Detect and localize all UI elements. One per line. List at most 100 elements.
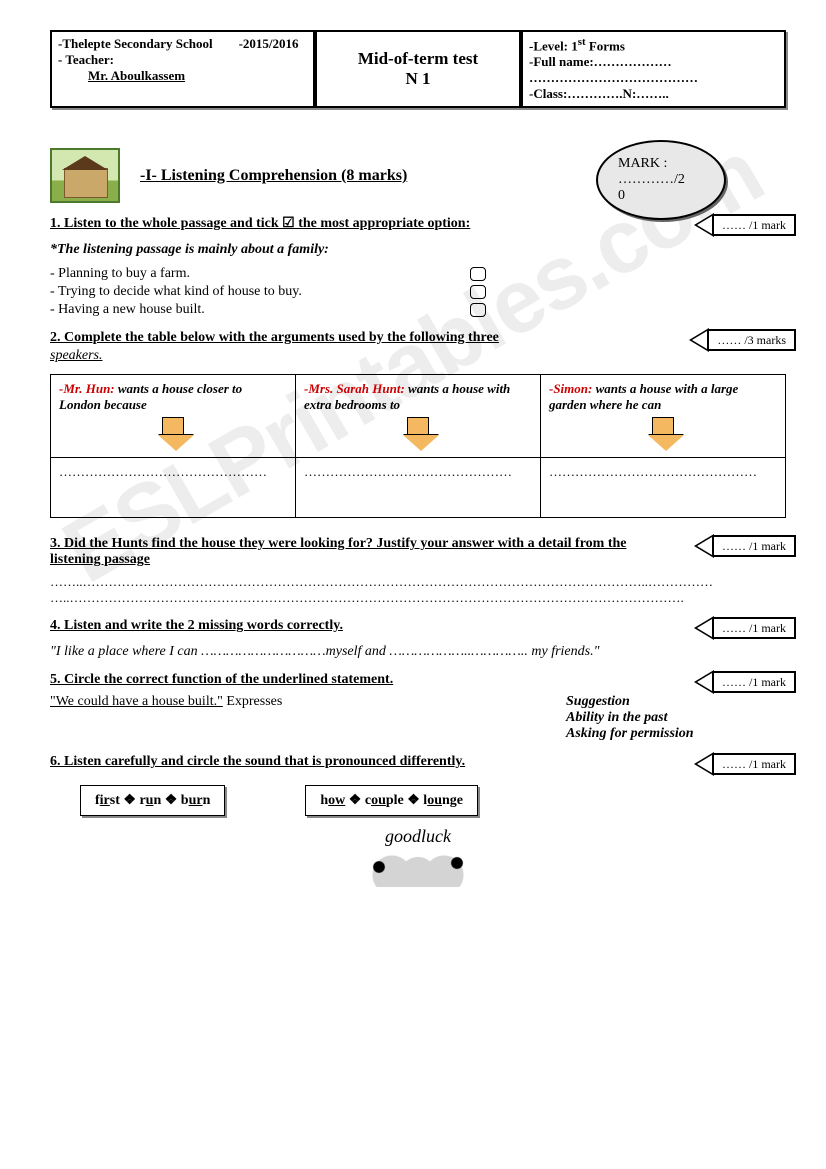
arrow-head-icon bbox=[694, 752, 714, 776]
class-line: -Class:………….N:…….. bbox=[529, 86, 669, 101]
sb1-p2: st ❖ r bbox=[110, 793, 146, 808]
q2-speakers: speakers. bbox=[50, 348, 786, 364]
header-row: -Thelepte Secondary School -2015/2016 - … bbox=[50, 30, 786, 108]
mark-label: MARK : bbox=[618, 156, 724, 172]
speaker-name-1: -Mr. Hun: bbox=[59, 381, 115, 396]
q5-quote: "We could have a house built." bbox=[50, 694, 223, 709]
mark-den: 0 bbox=[618, 188, 724, 204]
q5-sentence: "We could have a house built." Expresses bbox=[50, 694, 566, 742]
q5-after: Expresses bbox=[223, 694, 283, 709]
sb1-p5: ur bbox=[189, 793, 203, 808]
down-arrow-icon bbox=[403, 417, 433, 451]
teacher-label: - Teacher: bbox=[58, 52, 114, 67]
sb1-p1: ir bbox=[100, 793, 110, 808]
section-title: -I- Listening Comprehension (8 marks) bbox=[140, 167, 407, 185]
table-cell: -Simon: wants a house with a large garde… bbox=[541, 375, 786, 458]
school-name: -Thelepte Secondary School bbox=[58, 36, 213, 51]
answer-cell-3[interactable]: ………………………………………… bbox=[541, 458, 786, 518]
q1-opt-3: - Having a new house built. bbox=[50, 302, 450, 318]
q4-row: 4. Listen and write the 2 missing words … bbox=[50, 618, 786, 634]
q1-mark: …… /1 mark bbox=[714, 214, 796, 236]
school-year: -2015/2016 bbox=[239, 36, 299, 51]
q3-row: 3. Did the Hunts find the house they wer… bbox=[50, 536, 786, 568]
down-arrow-icon bbox=[158, 417, 188, 451]
q3-mark-arrow: …… /1 mark bbox=[694, 534, 796, 558]
fullname-line: -Full name:……………… bbox=[529, 54, 672, 69]
header-school-box: -Thelepte Secondary School -2015/2016 - … bbox=[50, 30, 315, 108]
checkbox-1[interactable] bbox=[470, 267, 486, 281]
arrow-head-icon bbox=[694, 616, 714, 640]
sb1-p4: n ❖ b bbox=[153, 793, 188, 808]
q4-mark-arrow: …… /1 mark bbox=[694, 616, 796, 640]
q5-content: "We could have a house built." Expresses… bbox=[50, 694, 786, 742]
level-after: Forms bbox=[586, 38, 625, 53]
mark-line: …………/2 bbox=[618, 172, 724, 188]
house-icon bbox=[50, 148, 120, 203]
fullname-line2: ………………………………… bbox=[529, 70, 698, 85]
checkbox-3[interactable] bbox=[470, 303, 486, 317]
q3-answer-line-2[interactable]: …..…………………………………………………………………………………………………… bbox=[50, 590, 786, 606]
q2-mark: …… /3 marks bbox=[709, 329, 796, 351]
q1-text: 1. Listen to the whole passage and tick … bbox=[50, 215, 786, 232]
answer-cell-2[interactable]: ………………………………………… bbox=[296, 458, 541, 518]
level-label: -Level: 1 bbox=[529, 38, 578, 53]
q6-text: 6. Listen carefully and circle the sound… bbox=[50, 754, 786, 770]
table-cell: -Mr. Hun: wants a house closer to London… bbox=[51, 375, 296, 458]
q6-mark: …… /1 mark bbox=[714, 753, 796, 775]
sound-box-2[interactable]: how ❖ couple ❖ lounge bbox=[305, 785, 478, 816]
teacher-name: Mr. Aboulkassem bbox=[88, 68, 307, 84]
q5-opt-3[interactable]: Asking for permission bbox=[566, 726, 786, 742]
arrow-head-icon bbox=[694, 534, 714, 558]
q5-mark: …… /1 mark bbox=[714, 671, 796, 693]
q2-row: 2. Complete the table below with the arg… bbox=[50, 330, 786, 346]
q5-text: 5. Circle the correct function of the un… bbox=[50, 672, 786, 688]
down-arrow-icon bbox=[648, 417, 678, 451]
goodluck-text: goodluck bbox=[50, 826, 786, 847]
sb2-p4: ple ❖ l bbox=[386, 793, 427, 808]
goodluck-decoration bbox=[353, 847, 483, 887]
sb2-p2: ❖ c bbox=[345, 793, 371, 808]
speaker-name-3: -Simon: bbox=[549, 381, 592, 396]
arrow-head-icon bbox=[694, 213, 714, 237]
sb2-p3: ou bbox=[371, 793, 386, 808]
header-student-box: -Level: 1st Forms -Full name:……………… …………… bbox=[521, 30, 786, 108]
q3-text: 3. Did the Hunts find the house they wer… bbox=[50, 536, 786, 568]
speaker-name-2: -Mrs. Sarah Hunt: bbox=[304, 381, 405, 396]
q1-opt-row: - Having a new house built. bbox=[50, 302, 786, 318]
arrow-head-icon bbox=[689, 328, 709, 352]
q4-text: 4. Listen and write the 2 missing words … bbox=[50, 618, 786, 634]
q1-opt-2: - Trying to decide what kind of house to… bbox=[50, 284, 450, 300]
sound-boxes: first ❖ run ❖ burn how ❖ couple ❖ lounge bbox=[80, 785, 786, 816]
sb2-p1: ow bbox=[328, 793, 345, 808]
sb1-p6: n bbox=[203, 793, 211, 808]
q6-row: 6. Listen carefully and circle the sound… bbox=[50, 754, 786, 770]
q5-mark-arrow: …… /1 mark bbox=[694, 670, 796, 694]
q3-mark: …… /1 mark bbox=[714, 535, 796, 557]
sb2-p5: ou bbox=[427, 793, 442, 808]
q5-row: 5. Circle the correct function of the un… bbox=[50, 672, 786, 688]
q5-opt-2[interactable]: Ability in the past bbox=[566, 710, 786, 726]
arguments-table: -Mr. Hun: wants a house closer to London… bbox=[50, 374, 786, 518]
sound-box-1[interactable]: first ❖ run ❖ burn bbox=[80, 785, 225, 816]
q5-opt-1[interactable]: Suggestion bbox=[566, 694, 786, 710]
q6-mark-arrow: …… /1 mark bbox=[694, 752, 796, 776]
checkbox-2[interactable] bbox=[470, 285, 486, 299]
q1-intro: *The listening passage is mainly about a… bbox=[50, 242, 786, 258]
table-cell: -Mrs. Sarah Hunt: wants a house with ext… bbox=[296, 375, 541, 458]
test-title-1: Mid-of-term test bbox=[323, 49, 513, 69]
level-sup: st bbox=[578, 36, 586, 48]
answer-cell-1[interactable]: ………………………………………… bbox=[51, 458, 296, 518]
test-title-2: N 1 bbox=[323, 69, 513, 89]
q1-opt-row: - Planning to buy a farm. bbox=[50, 266, 786, 282]
q1-opt-1: - Planning to buy a farm. bbox=[50, 266, 450, 282]
q4-mark: …… /1 mark bbox=[714, 617, 796, 639]
sb2-p0: h bbox=[320, 793, 328, 808]
q1-row: 1. Listen to the whole passage and tick … bbox=[50, 215, 786, 232]
q2-text: 2. Complete the table below with the arg… bbox=[50, 330, 786, 346]
q1-opt-row: - Trying to decide what kind of house to… bbox=[50, 284, 786, 300]
sb2-p6: nge bbox=[442, 793, 463, 808]
q1-mark-arrow: …… /1 mark bbox=[694, 213, 796, 237]
q3-answer-line-1[interactable]: ……..………………………………………………………………………………………………… bbox=[50, 574, 786, 590]
header-title-box: Mid-of-term test N 1 bbox=[315, 30, 521, 108]
q4-quote: "I like a place where I can …………………………my… bbox=[50, 644, 786, 660]
